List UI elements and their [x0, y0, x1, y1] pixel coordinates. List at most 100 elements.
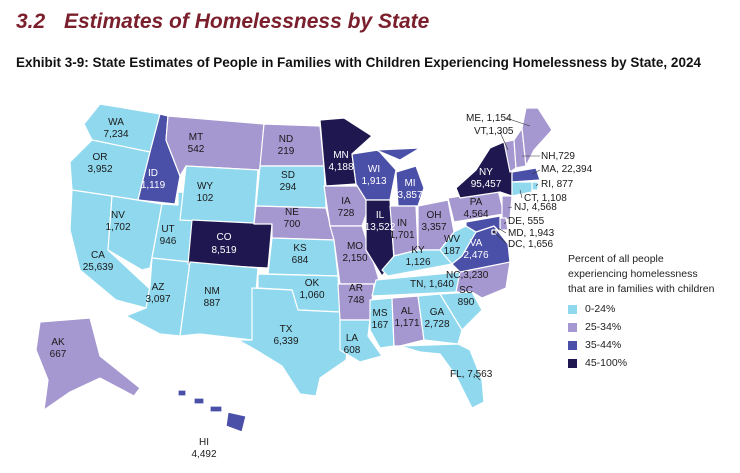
state-hi [177, 389, 247, 433]
state-co [187, 219, 273, 269]
state-nv [107, 195, 163, 271]
label-ak: AK 667 [50, 337, 67, 360]
label-il: IL 13,522 [365, 210, 396, 233]
section-number: 3.2 [16, 10, 46, 33]
label-ky: KY 1,126 [405, 245, 430, 268]
legend-swatch [568, 322, 577, 332]
section-title: Estimates of Homelessness by State [64, 10, 430, 33]
label-pa: PA 4,564 [463, 197, 488, 220]
legend-item-0-24: 0-24% [568, 303, 738, 315]
label-co: CO 8,519 [211, 232, 236, 256]
state-nm [179, 261, 259, 341]
leader-me [505, 117, 531, 127]
state-md [465, 215, 501, 233]
label-ok: OK 1,060 [299, 278, 324, 301]
state-mi [375, 147, 425, 207]
state-wy [179, 165, 259, 225]
state-ga [417, 293, 463, 345]
leader-de [503, 221, 507, 225]
label-mn: MN 4,188 [328, 150, 353, 173]
label-ri: RI, 877 [541, 179, 574, 190]
state-fl [399, 343, 485, 409]
leader-nj [507, 206, 513, 209]
state-ct [511, 181, 533, 197]
label-mt: MT 542 [188, 132, 205, 155]
state-ri [531, 181, 539, 191]
legend-item-25-34: 25-34% [568, 321, 738, 333]
label-sd: SD 294 [280, 170, 297, 193]
leader-ma [531, 169, 541, 175]
label-sc: SC 890 [458, 285, 475, 308]
state-tx [237, 287, 351, 397]
state-ak [35, 317, 141, 411]
label-la: LA 608 [344, 333, 361, 356]
label-az: AZ 3,097 [145, 282, 170, 305]
label-al: AL 1,171 [394, 306, 419, 329]
legend-item-35-44: 35-44% [568, 339, 738, 351]
label-wi: WI 1,913 [361, 164, 386, 187]
label-tx: TX 6,339 [273, 324, 298, 347]
label-nj: NJ, 4,568 [514, 202, 557, 213]
label-id: ID 1,119 [141, 168, 166, 191]
state-me [521, 107, 553, 167]
state-al [391, 295, 425, 347]
label-ct: CT, 1,108 [524, 193, 567, 204]
label-va: VA 2,476 [463, 238, 488, 261]
label-nh: NH,729 [541, 151, 575, 162]
label-wa: WA 7,234 [103, 117, 128, 140]
label-ks: KS 684 [292, 243, 309, 266]
legend-title: Percent of all people experiencing homel… [568, 252, 738, 297]
legend-title-line: experiencing homelessness [568, 268, 698, 280]
state-mt [165, 115, 265, 177]
label-nc: NC,3,230 [446, 270, 489, 281]
label-or: OR 3,952 [87, 152, 112, 175]
label-nm: NM 887 [204, 286, 221, 309]
state-labels: WA 7,234 OR 3,952 CA 25,639 ID 1,119 NV 1,702… [50, 113, 593, 460]
label-mo: MO 2,150 [342, 241, 367, 264]
leader-dc [493, 231, 507, 244]
label-nv: NV 1,702 [105, 210, 130, 233]
label-ut: UT 946 [160, 224, 177, 247]
label-ia: IA 728 [338, 196, 355, 219]
label-vt: VT,1,305 [474, 126, 514, 137]
legend-label: 45-100% [585, 357, 628, 369]
label-ma: MA, 22,394 [541, 164, 593, 175]
legend-swatch [568, 304, 577, 314]
label-md: MD, 1,943 [508, 228, 555, 239]
label-me: ME, 1,154 [466, 113, 512, 124]
label-wy: WY 102 [197, 181, 214, 204]
label-ga: GA 2,728 [424, 307, 449, 330]
state-ma [511, 167, 541, 183]
state-ms [369, 297, 395, 349]
legend-label: 25-34% [585, 321, 622, 333]
legend-label: 35-44% [585, 339, 622, 351]
state-nd [259, 123, 325, 167]
state-nj [501, 195, 513, 221]
legend-title-line: that are in families with children [568, 283, 715, 295]
label-ne: NE 700 [284, 207, 301, 230]
label-de: DE, 555 [508, 216, 545, 227]
label-wv: WV 187 [444, 234, 461, 257]
legend-swatch [568, 340, 577, 350]
label-oh: OH 3,357 [421, 210, 446, 233]
legend-label: 0-24% [585, 303, 616, 315]
leader-vt [499, 131, 509, 151]
label-mi: MI 3,857 [397, 178, 422, 201]
leader-fl [473, 373, 481, 381]
label-tn: TN, 1,640 [410, 279, 454, 290]
label-dc: DC, 1,656 [508, 239, 553, 250]
state-sc [439, 291, 483, 331]
callout-leader-lines [473, 117, 541, 381]
legend-item-45-100: 45-100% [568, 357, 738, 369]
label-ca: CA 25,639 [83, 250, 114, 273]
label-hi: HI 4,492 [191, 437, 216, 460]
leader-ct [519, 189, 523, 199]
label-ny: NY 95,457 [471, 167, 502, 190]
map-legend: Percent of all people experiencing homel… [568, 252, 738, 369]
legend-swatch [568, 358, 577, 368]
label-nd: ND 219 [278, 134, 295, 157]
label-in: IN 1,701 [389, 218, 414, 241]
label-fl: FL, 7,563 [450, 369, 493, 380]
label-ar: AR 748 [348, 283, 365, 306]
